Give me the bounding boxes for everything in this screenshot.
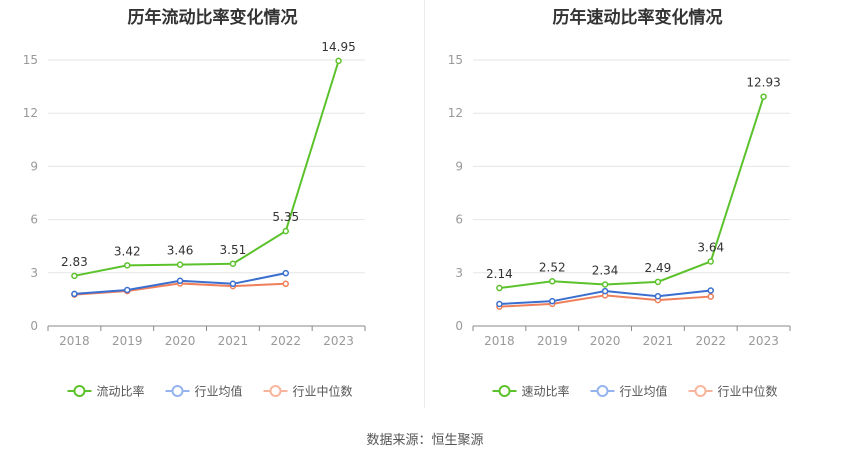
data-point[interactable] <box>176 261 184 268</box>
data-point[interactable] <box>71 290 78 298</box>
data-point[interactable] <box>601 281 609 288</box>
data-point[interactable] <box>707 258 714 265</box>
data-point[interactable] <box>229 260 237 268</box>
data-point[interactable] <box>654 278 662 286</box>
data-label: 5.35 <box>272 210 299 224</box>
data-label: 2.52 <box>539 260 566 274</box>
legend-item-2[interactable]: 行业中位数 <box>688 384 778 399</box>
legend-swatch-marker <box>694 385 707 397</box>
legend-swatch-marker <box>171 385 184 397</box>
data-point[interactable] <box>760 93 767 100</box>
data-point[interactable] <box>282 280 289 288</box>
data-label: 3.51 <box>220 243 247 257</box>
data-label: 2.14 <box>486 267 513 281</box>
data-point[interactable] <box>654 292 662 300</box>
y-tick-label: 9 <box>30 159 38 173</box>
legend-item-0[interactable]: 速动比率 <box>492 384 570 399</box>
data-point[interactable] <box>229 280 237 288</box>
y-tick-label: 0 <box>455 319 463 333</box>
data-source-note: 数据来源：恒生聚源 <box>366 433 484 448</box>
data-point[interactable] <box>335 57 342 65</box>
x-tick-label: 2019 <box>537 334 568 348</box>
data-point[interactable] <box>71 272 78 280</box>
quick-ratio-chart: 0 3 6 9 12 15 2018 2019 2020 2021 2022 2023 2.14 2.52… <box>448 53 791 399</box>
data-point[interactable] <box>124 286 131 294</box>
chart-title-current-ratio: 历年流动比率变化情况 <box>127 8 298 28</box>
x-tick-label: 2018 <box>59 334 90 348</box>
legend-item-1[interactable]: 行业均值 <box>165 384 243 399</box>
data-point[interactable] <box>496 300 503 308</box>
y-tick-label: 12 <box>23 106 38 120</box>
data-point[interactable] <box>549 278 556 285</box>
legend-swatch-marker <box>269 385 282 397</box>
legend-item-2[interactable]: 行业中位数 <box>263 384 353 399</box>
y-tick-label: 12 <box>448 106 463 120</box>
x-tick-label: 2023 <box>323 334 354 348</box>
x-tick-label: 2019 <box>112 334 143 348</box>
x-tick-label: 2023 <box>748 334 779 348</box>
x-tick-label: 2020 <box>590 334 621 348</box>
y-tick-label: 0 <box>30 319 38 333</box>
data-point[interactable] <box>282 227 289 235</box>
y-tick-label: 3 <box>455 266 463 280</box>
data-label: 12.93 <box>746 76 780 90</box>
data-label: 14.95 <box>321 40 355 54</box>
x-tick-label: 2021 <box>218 334 249 348</box>
data-label: 2.49 <box>645 261 672 275</box>
data-label: 3.46 <box>167 244 194 258</box>
legend-label: 行业均值 <box>620 384 668 399</box>
x-tick-label: 2018 <box>484 334 515 348</box>
data-label: 2.34 <box>592 264 619 278</box>
data-point[interactable] <box>496 284 503 292</box>
y-tick-label: 6 <box>30 213 38 227</box>
x-tick-label: 2022 <box>695 334 726 348</box>
y-tick-label: 3 <box>30 266 38 280</box>
legend-label: 行业中位数 <box>718 384 778 399</box>
data-point[interactable] <box>176 277 184 285</box>
x-tick-label: 2020 <box>165 334 196 348</box>
series-line-0 <box>499 96 765 290</box>
data-point[interactable] <box>124 262 131 269</box>
legend-item-1[interactable]: 行业均值 <box>590 384 668 399</box>
legend-label: 行业中位数 <box>293 384 353 399</box>
data-point[interactable] <box>707 287 714 294</box>
y-tick-label: 15 <box>23 53 38 67</box>
legend-swatch-marker <box>73 385 86 397</box>
data-point[interactable] <box>549 297 556 305</box>
legend-swatch-marker <box>596 385 609 397</box>
x-tick-label: 2021 <box>643 334 674 348</box>
data-label: 3.42 <box>114 244 141 258</box>
y-tick-label: 6 <box>455 213 463 227</box>
data-point[interactable] <box>282 269 289 277</box>
chart-title-quick-ratio: 历年速动比率变化情况 <box>552 8 723 28</box>
x-tick-label: 2022 <box>270 334 301 348</box>
data-point[interactable] <box>707 293 714 300</box>
data-point[interactable] <box>601 287 609 295</box>
y-tick-label: 9 <box>455 159 463 173</box>
legend-label: 行业均值 <box>195 384 243 399</box>
legend-label: 速动比率 <box>522 384 570 399</box>
legend-item-0[interactable]: 流动比率 <box>67 384 145 399</box>
data-label: 3.64 <box>697 240 724 254</box>
series-line-0 <box>74 60 340 277</box>
current-ratio-chart: 0 3 6 9 12 15 2018 2019 2020 2021 2022 2023 2.83 3.42… <box>23 40 366 399</box>
data-label: 2.83 <box>61 255 88 269</box>
legend-swatch-marker <box>498 385 511 397</box>
panel-divider <box>424 0 425 408</box>
y-tick-label: 15 <box>448 53 463 67</box>
legend-label: 流动比率 <box>97 384 145 399</box>
